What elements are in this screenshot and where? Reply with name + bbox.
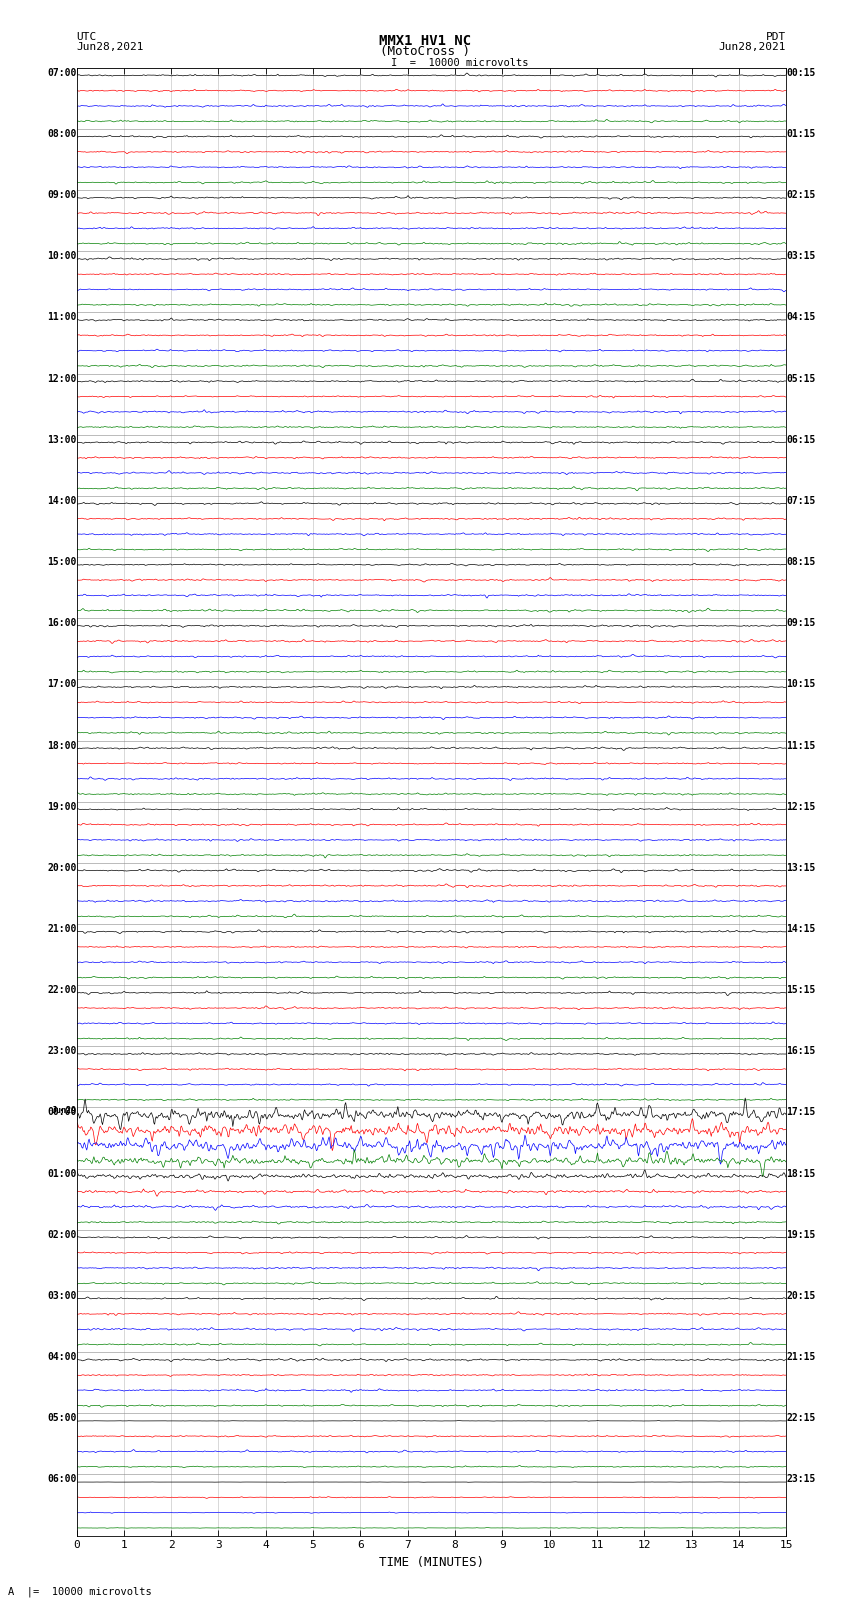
Text: 10:15: 10:15 bbox=[786, 679, 816, 689]
X-axis label: TIME (MINUTES): TIME (MINUTES) bbox=[379, 1557, 484, 1569]
Text: 14:15: 14:15 bbox=[786, 924, 816, 934]
Text: 02:00: 02:00 bbox=[47, 1229, 76, 1240]
Text: A  |=  10000 microvolts: A |= 10000 microvolts bbox=[8, 1586, 152, 1597]
Text: 00:00: 00:00 bbox=[47, 1108, 76, 1118]
Text: 17:15: 17:15 bbox=[786, 1108, 816, 1118]
Text: 03:15: 03:15 bbox=[786, 252, 816, 261]
Text: 21:00: 21:00 bbox=[47, 924, 76, 934]
Text: 04:00: 04:00 bbox=[47, 1352, 76, 1361]
Text: 07:00: 07:00 bbox=[47, 68, 76, 77]
Text: Jun29: Jun29 bbox=[52, 1107, 76, 1115]
Text: 12:00: 12:00 bbox=[47, 374, 76, 384]
Text: 19:00: 19:00 bbox=[47, 802, 76, 811]
Text: 11:00: 11:00 bbox=[47, 313, 76, 323]
Text: 22:00: 22:00 bbox=[47, 986, 76, 995]
Text: 04:15: 04:15 bbox=[786, 313, 816, 323]
Text: 21:15: 21:15 bbox=[786, 1352, 816, 1361]
Text: 01:00: 01:00 bbox=[47, 1168, 76, 1179]
Text: 05:15: 05:15 bbox=[786, 374, 816, 384]
Text: 11:15: 11:15 bbox=[786, 740, 816, 750]
Text: 18:00: 18:00 bbox=[47, 740, 76, 750]
Text: MMX1 HV1 NC: MMX1 HV1 NC bbox=[379, 34, 471, 48]
Text: PDT: PDT bbox=[766, 32, 786, 42]
Text: Jun28,2021: Jun28,2021 bbox=[719, 42, 786, 52]
Text: 06:00: 06:00 bbox=[47, 1474, 76, 1484]
Text: 10:00: 10:00 bbox=[47, 252, 76, 261]
Text: 18:15: 18:15 bbox=[786, 1168, 816, 1179]
Text: 17:00: 17:00 bbox=[47, 679, 76, 689]
Text: 00:15: 00:15 bbox=[786, 68, 816, 77]
Text: 03:00: 03:00 bbox=[47, 1290, 76, 1302]
Text: 01:15: 01:15 bbox=[786, 129, 816, 139]
Text: 13:15: 13:15 bbox=[786, 863, 816, 873]
Text: 08:15: 08:15 bbox=[786, 556, 816, 568]
Text: 08:00: 08:00 bbox=[47, 129, 76, 139]
Text: (MotoCross ): (MotoCross ) bbox=[380, 45, 470, 58]
Text: 09:00: 09:00 bbox=[47, 190, 76, 200]
Text: 06:15: 06:15 bbox=[786, 436, 816, 445]
Text: 16:00: 16:00 bbox=[47, 618, 76, 627]
Text: Jun28,2021: Jun28,2021 bbox=[76, 42, 144, 52]
Text: 23:15: 23:15 bbox=[786, 1474, 816, 1484]
Text: 20:00: 20:00 bbox=[47, 863, 76, 873]
Text: 22:15: 22:15 bbox=[786, 1413, 816, 1423]
Text: 09:15: 09:15 bbox=[786, 618, 816, 627]
Text: 02:15: 02:15 bbox=[786, 190, 816, 200]
Text: UTC: UTC bbox=[76, 32, 97, 42]
Text: 23:00: 23:00 bbox=[47, 1047, 76, 1057]
Text: 07:15: 07:15 bbox=[786, 495, 816, 506]
Text: 13:00: 13:00 bbox=[47, 436, 76, 445]
Text: 12:15: 12:15 bbox=[786, 802, 816, 811]
Text: 15:00: 15:00 bbox=[47, 556, 76, 568]
Text: 19:15: 19:15 bbox=[786, 1229, 816, 1240]
Text: 16:15: 16:15 bbox=[786, 1047, 816, 1057]
Text: 15:15: 15:15 bbox=[786, 986, 816, 995]
Text: 05:00: 05:00 bbox=[47, 1413, 76, 1423]
Text: 20:15: 20:15 bbox=[786, 1290, 816, 1302]
Text: 14:00: 14:00 bbox=[47, 495, 76, 506]
Text: I  =  10000 microvolts: I = 10000 microvolts bbox=[391, 58, 529, 68]
